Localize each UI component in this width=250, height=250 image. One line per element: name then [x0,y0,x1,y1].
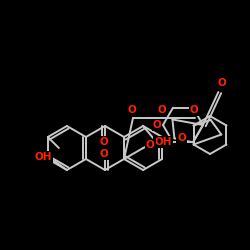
Text: O: O [146,140,154,150]
Text: O: O [217,78,226,88]
Text: O: O [152,120,162,130]
Text: O: O [128,105,136,115]
Text: O: O [100,137,108,147]
Text: OH: OH [35,152,52,162]
Text: O: O [190,105,198,115]
Text: O: O [100,149,108,159]
Text: O: O [177,133,186,143]
Text: OH: OH [154,137,172,147]
Text: O: O [158,105,166,115]
